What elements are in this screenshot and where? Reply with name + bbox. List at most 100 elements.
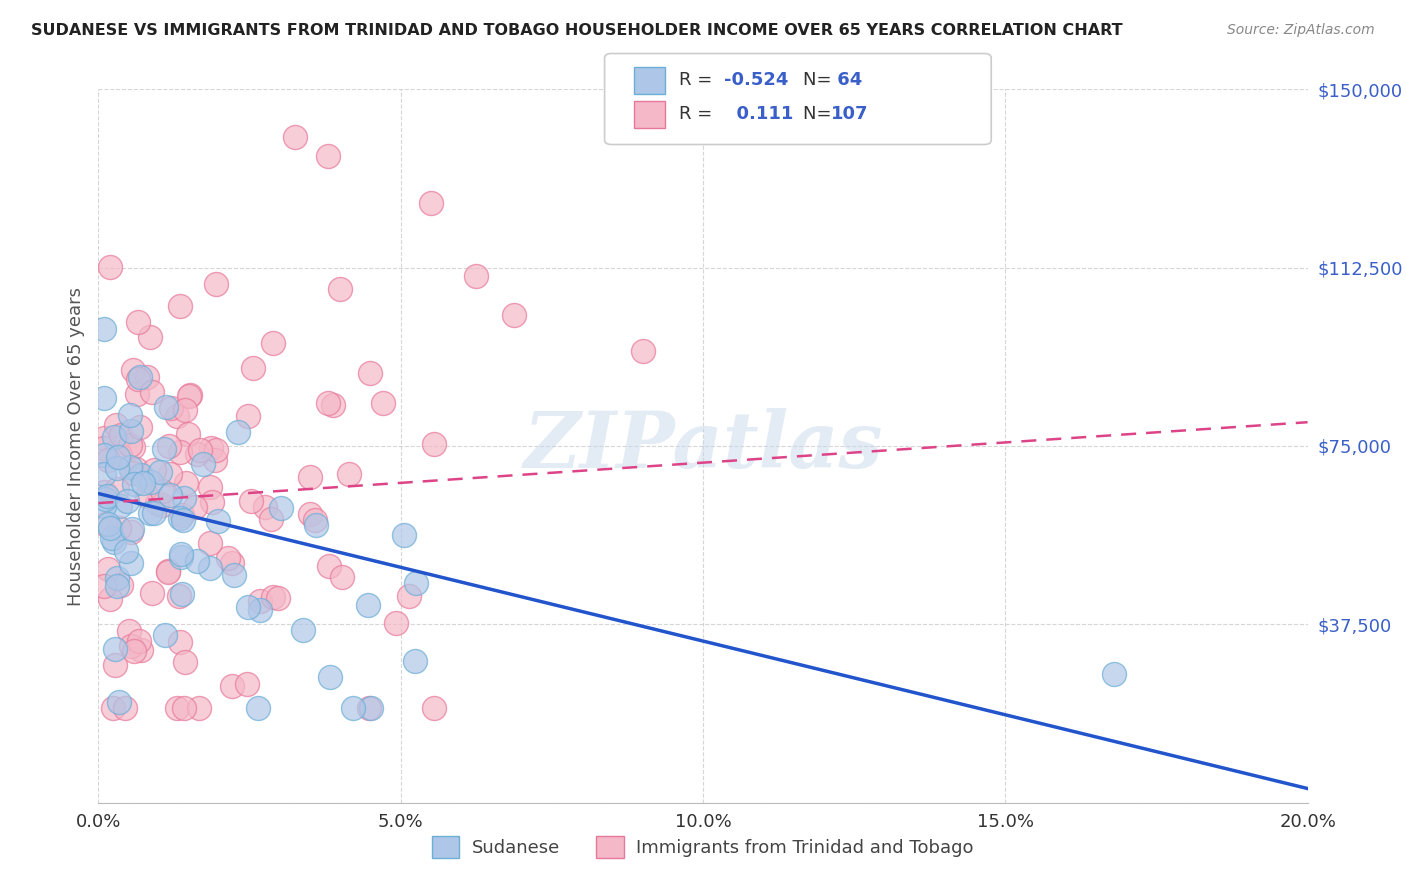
Point [107,695,129,709]
Point [247,700,270,714]
Point [93,441,115,455]
Point [170,547,193,561]
Point [337,467,360,482]
Point [187,700,209,714]
Point [93,484,115,499]
Point [98,521,121,535]
Point [108,521,131,535]
Point [238,599,260,614]
Point [108,499,131,513]
Point [152,498,174,512]
Point [129,643,152,657]
Point [159,488,181,502]
Text: 107: 107 [831,105,869,123]
Point [142,506,165,520]
Point [105,460,128,475]
Point [121,441,143,455]
Point [172,508,194,522]
Point [145,496,167,510]
Text: SUDANESE VS IMMIGRANTS FROM TRINIDAD AND TOBAGO HOUSEHOLDER INCOME OVER 65 YEARS: SUDANESE VS IMMIGRANTS FROM TRINIDAD AND… [31,23,1122,38]
Point [110,578,132,592]
Point [357,598,380,612]
Point [205,277,228,291]
Point [156,564,179,578]
Point [631,343,654,358]
Point [141,586,163,600]
Point [420,196,443,211]
Point [392,528,415,542]
Point [98,592,121,607]
Point [125,461,148,475]
Point [155,400,177,414]
Point [157,439,180,453]
Point [96,489,118,503]
Point [97,452,120,467]
Point [93,448,115,462]
Point [166,700,188,714]
Point [122,477,145,491]
Point [169,445,191,459]
Point [108,449,131,463]
Point [172,512,194,526]
Point [127,387,149,401]
Point [173,491,195,506]
Point [120,556,142,570]
Point [240,494,263,508]
Point [332,570,354,584]
Point [150,483,173,498]
Point [105,578,128,592]
Point [157,565,180,579]
Point [1102,667,1125,681]
Point [359,366,381,380]
Point [198,536,221,550]
Point [127,315,149,329]
Point [170,587,193,601]
Point [169,299,191,313]
Point [200,441,222,455]
Point [153,442,176,457]
Y-axis label: Householder Income Over 65 years: Householder Income Over 65 years [66,286,84,606]
Point [423,437,446,451]
Point [115,493,138,508]
Text: N=: N= [803,105,837,123]
Point [190,443,212,458]
Point [298,507,321,521]
Legend: Sudanese, Immigrants from Trinidad and Tobago: Sudanese, Immigrants from Trinidad and T… [425,829,981,865]
Point [153,628,176,642]
Point [267,591,290,606]
Point [177,389,200,403]
Point [262,335,284,350]
Point [291,623,314,637]
Point [464,268,486,283]
Point [139,330,162,344]
Point [207,514,229,528]
Point [404,654,426,668]
Point [191,457,214,471]
Point [305,518,328,533]
Text: ZIPatlas: ZIPatlas [523,408,883,484]
Point [249,594,271,608]
Point [423,700,446,714]
Point [97,562,120,576]
Point [184,500,207,515]
Point [304,513,326,527]
Point [118,459,141,474]
Point [120,438,142,452]
Point [122,363,145,377]
Point [141,384,163,399]
Point [174,476,197,491]
Point [249,603,271,617]
Point [129,467,152,482]
Text: R =: R = [679,71,718,89]
Point [120,424,142,438]
Point [169,634,191,648]
Point [226,425,249,439]
Point [93,499,115,513]
Point [128,370,150,384]
Point [236,409,259,423]
Point [398,589,420,603]
Point [318,559,340,574]
Point [118,408,141,422]
Point [101,531,124,545]
Point [128,419,150,434]
